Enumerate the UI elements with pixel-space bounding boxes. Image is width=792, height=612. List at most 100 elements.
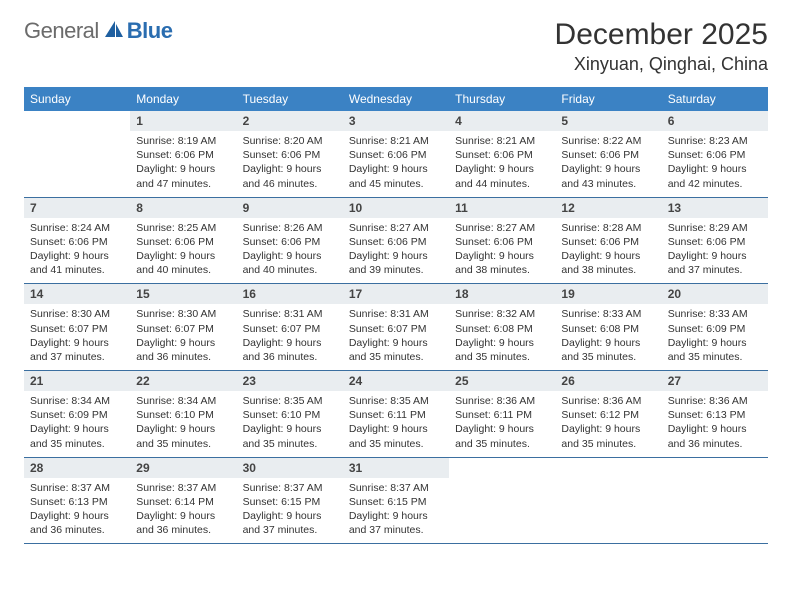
day-line: Daylight: 9 hours and 40 minutes.	[243, 249, 337, 277]
day-body: Sunrise: 8:31 AMSunset: 6:07 PMDaylight:…	[343, 304, 449, 370]
day-number: 13	[662, 198, 768, 218]
day-number: 30	[237, 458, 343, 478]
day-cell: 7Sunrise: 8:24 AMSunset: 6:06 PMDaylight…	[24, 198, 130, 284]
day-cell: 4Sunrise: 8:21 AMSunset: 6:06 PMDaylight…	[449, 111, 555, 197]
day-line: Sunset: 6:09 PM	[668, 322, 762, 336]
day-line: Sunset: 6:06 PM	[455, 148, 549, 162]
day-line: Daylight: 9 hours and 37 minutes.	[30, 336, 124, 364]
day-line: Sunset: 6:07 PM	[136, 322, 230, 336]
day-number: 29	[130, 458, 236, 478]
day-cell: 9Sunrise: 8:26 AMSunset: 6:06 PMDaylight…	[237, 198, 343, 284]
day-body: Sunrise: 8:22 AMSunset: 6:06 PMDaylight:…	[555, 131, 661, 197]
day-line: Sunset: 6:06 PM	[349, 148, 443, 162]
day-number: 14	[24, 284, 130, 304]
day-line: Sunrise: 8:37 AM	[349, 481, 443, 495]
week-row: 21Sunrise: 8:34 AMSunset: 6:09 PMDayligh…	[24, 371, 768, 458]
day-line: Sunset: 6:14 PM	[136, 495, 230, 509]
day-body: Sunrise: 8:36 AMSunset: 6:11 PMDaylight:…	[449, 391, 555, 457]
day-cell: 18Sunrise: 8:32 AMSunset: 6:08 PMDayligh…	[449, 284, 555, 370]
day-line: Sunset: 6:06 PM	[349, 235, 443, 249]
day-number: 18	[449, 284, 555, 304]
day-body: Sunrise: 8:35 AMSunset: 6:10 PMDaylight:…	[237, 391, 343, 457]
day-number: 15	[130, 284, 236, 304]
day-number: 3	[343, 111, 449, 131]
day-cell	[555, 458, 661, 544]
month-title: December 2025	[555, 18, 768, 52]
day-line: Daylight: 9 hours and 37 minutes.	[349, 509, 443, 537]
week-row: 7Sunrise: 8:24 AMSunset: 6:06 PMDaylight…	[24, 198, 768, 285]
day-line: Sunrise: 8:34 AM	[30, 394, 124, 408]
day-number: 8	[130, 198, 236, 218]
day-number: 2	[237, 111, 343, 131]
day-cell: 15Sunrise: 8:30 AMSunset: 6:07 PMDayligh…	[130, 284, 236, 370]
day-line: Sunrise: 8:30 AM	[136, 307, 230, 321]
day-body: Sunrise: 8:23 AMSunset: 6:06 PMDaylight:…	[662, 131, 768, 197]
day-line: Sunrise: 8:30 AM	[30, 307, 124, 321]
day-line: Sunrise: 8:36 AM	[455, 394, 549, 408]
day-line: Sunset: 6:08 PM	[561, 322, 655, 336]
day-line: Daylight: 9 hours and 36 minutes.	[136, 509, 230, 537]
day-body: Sunrise: 8:21 AMSunset: 6:06 PMDaylight:…	[449, 131, 555, 197]
day-number: 10	[343, 198, 449, 218]
day-cell: 5Sunrise: 8:22 AMSunset: 6:06 PMDaylight…	[555, 111, 661, 197]
day-line: Sunset: 6:06 PM	[243, 148, 337, 162]
logo-sail-icon	[103, 19, 125, 44]
day-line: Sunset: 6:06 PM	[668, 235, 762, 249]
day-cell: 19Sunrise: 8:33 AMSunset: 6:08 PMDayligh…	[555, 284, 661, 370]
day-cell: 2Sunrise: 8:20 AMSunset: 6:06 PMDaylight…	[237, 111, 343, 197]
weekday-header: Tuesday	[237, 87, 343, 111]
day-body	[555, 464, 661, 522]
day-body: Sunrise: 8:20 AMSunset: 6:06 PMDaylight:…	[237, 131, 343, 197]
day-line: Sunset: 6:13 PM	[668, 408, 762, 422]
day-body: Sunrise: 8:27 AMSunset: 6:06 PMDaylight:…	[343, 218, 449, 284]
day-line: Sunset: 6:11 PM	[455, 408, 549, 422]
day-line: Daylight: 9 hours and 37 minutes.	[668, 249, 762, 277]
day-line: Sunset: 6:06 PM	[30, 235, 124, 249]
day-body: Sunrise: 8:32 AMSunset: 6:08 PMDaylight:…	[449, 304, 555, 370]
calendar: Sunday Monday Tuesday Wednesday Thursday…	[24, 87, 768, 544]
day-line: Daylight: 9 hours and 38 minutes.	[455, 249, 549, 277]
weekday-header: Sunday	[24, 87, 130, 111]
day-line: Daylight: 9 hours and 38 minutes.	[561, 249, 655, 277]
day-line: Sunrise: 8:35 AM	[349, 394, 443, 408]
day-cell: 1Sunrise: 8:19 AMSunset: 6:06 PMDaylight…	[130, 111, 236, 197]
day-line: Daylight: 9 hours and 43 minutes.	[561, 162, 655, 190]
day-line: Sunset: 6:09 PM	[30, 408, 124, 422]
day-line: Sunset: 6:15 PM	[243, 495, 337, 509]
day-cell: 13Sunrise: 8:29 AMSunset: 6:06 PMDayligh…	[662, 198, 768, 284]
day-line: Sunrise: 8:27 AM	[349, 221, 443, 235]
day-cell: 23Sunrise: 8:35 AMSunset: 6:10 PMDayligh…	[237, 371, 343, 457]
title-block: December 2025 Xinyuan, Qinghai, China	[555, 18, 768, 75]
day-body	[449, 464, 555, 522]
location: Xinyuan, Qinghai, China	[555, 54, 768, 75]
day-body	[662, 464, 768, 522]
day-number: 23	[237, 371, 343, 391]
day-line: Daylight: 9 hours and 39 minutes.	[349, 249, 443, 277]
day-body: Sunrise: 8:34 AMSunset: 6:09 PMDaylight:…	[24, 391, 130, 457]
day-line: Sunrise: 8:19 AM	[136, 134, 230, 148]
day-line: Daylight: 9 hours and 36 minutes.	[243, 336, 337, 364]
day-line: Sunrise: 8:31 AM	[349, 307, 443, 321]
day-line: Daylight: 9 hours and 42 minutes.	[668, 162, 762, 190]
day-cell: 31Sunrise: 8:37 AMSunset: 6:15 PMDayligh…	[343, 458, 449, 544]
day-body: Sunrise: 8:25 AMSunset: 6:06 PMDaylight:…	[130, 218, 236, 284]
day-line: Sunrise: 8:27 AM	[455, 221, 549, 235]
day-line: Daylight: 9 hours and 47 minutes.	[136, 162, 230, 190]
day-line: Daylight: 9 hours and 40 minutes.	[136, 249, 230, 277]
day-cell: 22Sunrise: 8:34 AMSunset: 6:10 PMDayligh…	[130, 371, 236, 457]
day-cell: 14Sunrise: 8:30 AMSunset: 6:07 PMDayligh…	[24, 284, 130, 370]
day-cell: 3Sunrise: 8:21 AMSunset: 6:06 PMDaylight…	[343, 111, 449, 197]
day-line: Sunrise: 8:34 AM	[136, 394, 230, 408]
day-line: Sunrise: 8:35 AM	[243, 394, 337, 408]
day-line: Sunrise: 8:37 AM	[243, 481, 337, 495]
day-line: Sunrise: 8:24 AM	[30, 221, 124, 235]
day-line: Sunrise: 8:21 AM	[349, 134, 443, 148]
day-number: 5	[555, 111, 661, 131]
day-line: Daylight: 9 hours and 44 minutes.	[455, 162, 549, 190]
day-line: Daylight: 9 hours and 35 minutes.	[561, 422, 655, 450]
week-row: 14Sunrise: 8:30 AMSunset: 6:07 PMDayligh…	[24, 284, 768, 371]
day-line: Daylight: 9 hours and 36 minutes.	[668, 422, 762, 450]
logo-text-blue: Blue	[127, 18, 173, 44]
day-line: Daylight: 9 hours and 46 minutes.	[243, 162, 337, 190]
day-body: Sunrise: 8:24 AMSunset: 6:06 PMDaylight:…	[24, 218, 130, 284]
